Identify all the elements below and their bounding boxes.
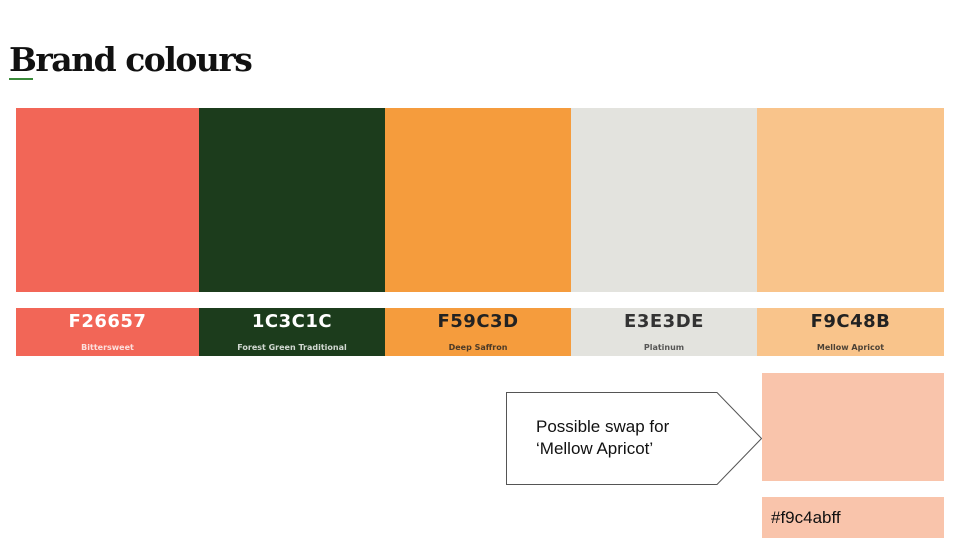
callout-text: Possible swap for ‘Mellow Apricot’ xyxy=(536,416,726,460)
hex-code: F9C48B xyxy=(810,311,891,332)
label-mellow-apricot: F9C48B Mellow Apricot xyxy=(757,308,944,356)
hex-code: F59C3D xyxy=(437,311,519,332)
label-forest-green-traditional: 1C3C1C Forest Green Traditional xyxy=(199,308,385,356)
title-underline xyxy=(9,78,33,80)
color-name: Platinum xyxy=(643,343,685,352)
callout-arrow-shape: Possible swap for ‘Mellow Apricot’ xyxy=(506,392,762,485)
color-name: Mellow Apricot xyxy=(816,343,885,352)
callout-line-2: ‘Mellow Apricot’ xyxy=(536,439,654,458)
swatch-forest-green-traditional xyxy=(199,108,385,292)
label-platinum: E3E3DE Platinum xyxy=(571,308,757,356)
callout-arrow-outline xyxy=(506,392,762,485)
color-name: Forest Green Traditional xyxy=(237,343,347,352)
hex-code: 1C3C1C xyxy=(251,311,333,332)
swatch-mellow-apricot xyxy=(757,108,944,292)
page-title: Brand colours xyxy=(9,40,253,79)
color-swatch-row xyxy=(16,108,944,292)
color-name: Deep Saffron xyxy=(448,343,508,352)
hex-code: F26657 xyxy=(68,311,147,332)
label-deep-saffron: F59C3D Deep Saffron xyxy=(385,308,571,356)
color-label-row: F26657 Bittersweet 1C3C1C Forest Green T… xyxy=(16,308,944,356)
label-bittersweet: F26657 Bittersweet xyxy=(16,308,199,356)
swatch-platinum xyxy=(571,108,757,292)
callout-line-1: Possible swap for xyxy=(536,417,670,436)
swatch-deep-saffron xyxy=(385,108,571,292)
hex-code: E3E3DE xyxy=(624,311,704,332)
swatch-bittersweet xyxy=(16,108,199,292)
alternative-hex-label: #f9c4abff xyxy=(762,497,944,538)
alternative-swatch xyxy=(762,373,944,481)
color-name: Bittersweet xyxy=(81,343,134,352)
